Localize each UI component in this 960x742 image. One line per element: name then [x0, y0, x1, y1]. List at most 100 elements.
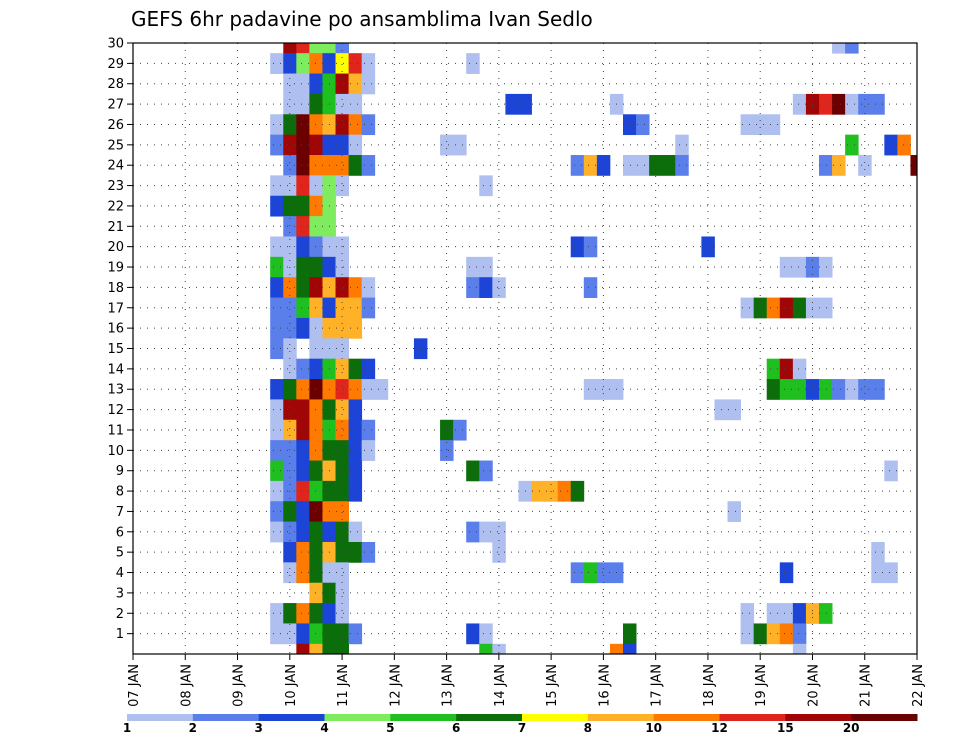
heatmap-cell — [335, 521, 349, 543]
heatmap-cell — [740, 297, 755, 319]
heatmap-cell — [792, 623, 807, 645]
heatmap-cell — [832, 43, 846, 54]
heatmap-cell — [884, 562, 898, 584]
x-tick-label: 20 JAN — [806, 664, 821, 707]
heatmap-cell — [845, 379, 859, 400]
heatmap-cell — [296, 297, 310, 319]
heatmap-cell — [596, 379, 611, 400]
legend-label: 12 — [711, 721, 728, 735]
y-tick-label: 1 — [116, 627, 124, 642]
heatmap-cell — [309, 521, 323, 543]
legend-swatch — [324, 714, 391, 721]
heatmap-cell — [335, 501, 349, 523]
heatmap-cell — [753, 623, 768, 645]
heatmap-cell — [348, 358, 363, 380]
heatmap-cell — [766, 114, 781, 136]
heatmap-cell — [309, 216, 323, 237]
heatmap-cell — [348, 521, 363, 543]
heatmap-cell — [283, 379, 297, 400]
heatmap-cell — [792, 603, 807, 624]
heatmap-cell — [283, 419, 297, 441]
heatmap-cell — [348, 134, 363, 156]
legend-label: 10 — [645, 721, 662, 735]
heatmap-cell — [453, 134, 467, 156]
heatmap-cell — [270, 419, 284, 441]
heatmap-cell — [335, 643, 349, 655]
heatmap-cell — [779, 623, 794, 645]
heatmap-cell — [309, 297, 323, 319]
heatmap-cell — [335, 134, 349, 156]
heatmap-cell — [479, 277, 493, 298]
heatmap-cell — [361, 155, 376, 176]
heatmap-cell — [884, 134, 898, 156]
x-axis-ticks: 07 JAN 08 JAN 09 JAN 10 JAN 11 JAN 12 JAN 13 J… — [127, 654, 926, 707]
heatmap-cell — [871, 541, 885, 563]
heatmap-cell — [309, 643, 323, 655]
heatmap-cell — [283, 603, 297, 624]
heatmap-cell — [270, 603, 284, 624]
legend-swatch — [851, 714, 918, 721]
heatmap-cell — [283, 562, 297, 584]
heatmap-cell — [753, 114, 768, 136]
y-tick-label: 15 — [107, 342, 124, 357]
heatmap-cell — [348, 93, 363, 115]
heatmap-cell — [270, 256, 284, 278]
heatmap-cell — [270, 501, 284, 523]
heatmap-cell — [348, 297, 363, 319]
legend-label: 15 — [777, 721, 794, 735]
heatmap-cell — [348, 440, 363, 461]
x-tick-label: 13 JAN — [441, 664, 456, 707]
y-tick-label: 6 — [116, 525, 124, 540]
heatmap-cell — [466, 256, 480, 278]
heatmap-cell — [492, 277, 506, 298]
heatmap-cell — [792, 256, 807, 278]
heatmap-cell — [296, 562, 310, 584]
legend-label: 1 — [123, 721, 131, 735]
heatmap-cell — [740, 114, 755, 136]
heatmap-cell — [871, 562, 885, 584]
heatmap-cell — [596, 155, 611, 176]
heatmap-cell — [779, 603, 794, 624]
heatmap-cell — [819, 603, 833, 624]
heatmap-cell — [309, 358, 323, 380]
heatmap-cell — [270, 236, 284, 258]
grid-lines — [132, 42, 918, 654]
heatmap-cell — [283, 358, 297, 380]
heatmap-cell — [609, 643, 624, 655]
y-tick-label: 2 — [116, 607, 124, 622]
y-axis-ticks: 1234567891011121314151617181920212223242… — [107, 37, 133, 642]
heatmap-cell — [792, 93, 807, 115]
heatmap-cell — [335, 93, 349, 115]
y-tick-label: 17 — [107, 301, 124, 316]
heatmap-cell — [335, 317, 349, 339]
heatmap-cell — [845, 134, 859, 156]
heatmap-cell — [296, 358, 310, 380]
legend-label: 5 — [386, 721, 394, 735]
heatmap-cell — [322, 43, 336, 54]
heatmap-cell — [270, 195, 284, 217]
y-tick-label: 23 — [107, 179, 124, 194]
x-tick-label: 16 JAN — [597, 664, 612, 707]
heatmap-cell — [819, 93, 833, 115]
y-tick-label: 3 — [116, 586, 124, 601]
heatmap-cell — [766, 623, 781, 645]
heatmap-cell — [309, 541, 323, 563]
heatmap-cell — [309, 419, 323, 441]
heatmap-cell — [296, 277, 310, 298]
heatmap-cell — [583, 562, 598, 584]
heatmap-cell — [570, 480, 585, 502]
heatmap-cell — [283, 297, 297, 319]
heatmap-cell — [361, 114, 376, 136]
x-tick-label: 10 JAN — [284, 664, 299, 707]
heatmap-cell — [361, 541, 376, 563]
heatmap-cell — [296, 480, 310, 502]
heatmap-cell — [675, 155, 689, 176]
heatmap-cell — [270, 175, 284, 197]
heatmap-cell — [296, 236, 310, 258]
y-tick-label: 21 — [107, 220, 124, 235]
heatmap-cell — [270, 297, 284, 319]
y-tick-label: 22 — [107, 199, 124, 214]
legend-label: 3 — [254, 721, 262, 735]
heatmap-cell — [309, 338, 323, 360]
heatmap-cell — [296, 399, 310, 421]
